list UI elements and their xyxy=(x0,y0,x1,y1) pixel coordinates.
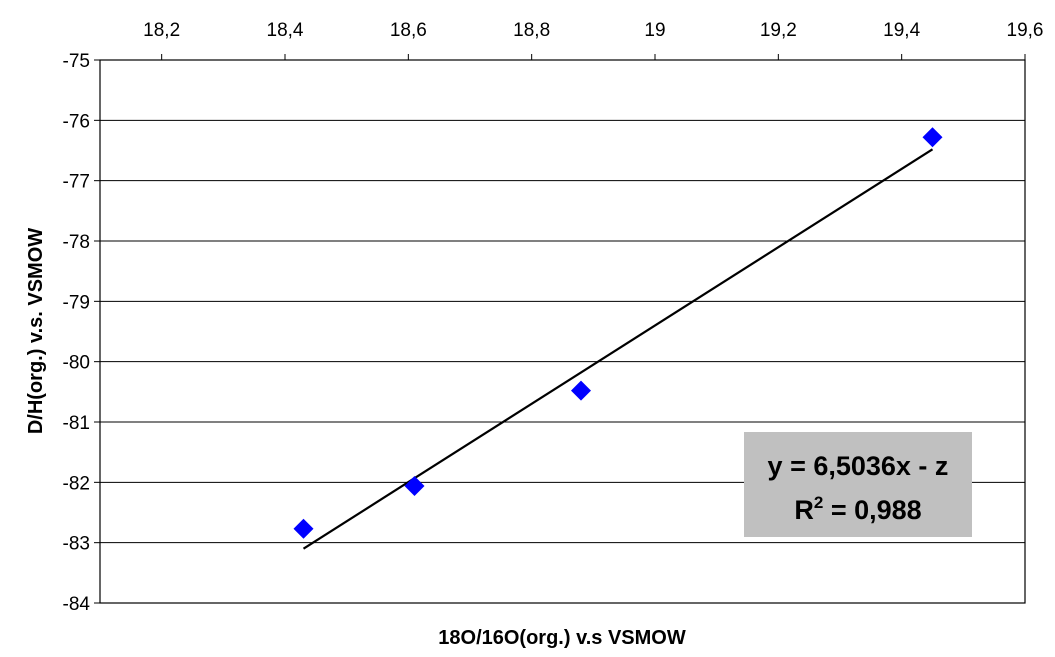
x-tick-label: 18,6 xyxy=(390,20,427,41)
r-squared-exponent: 2 xyxy=(814,493,823,512)
x-axis: 18,2 18,4 18,6 18,8 19 19,2 19,4 19,6 xyxy=(143,20,1043,60)
y-tick-label: -80 xyxy=(63,353,90,374)
y-tick-label: -77 xyxy=(63,172,90,193)
y-tick-label: -82 xyxy=(63,473,90,494)
plot-area xyxy=(99,59,1026,604)
y-tick-label: -81 xyxy=(63,413,90,434)
r-squared-symbol: R xyxy=(794,495,814,525)
y-tick-label: -78 xyxy=(63,232,90,253)
r-squared-text: R2 = 0,988 xyxy=(794,493,921,525)
y-tick-label: -75 xyxy=(63,51,90,72)
data-point xyxy=(922,127,943,148)
x-tick-label: 19,2 xyxy=(760,20,797,41)
y-axis: -75 -76 -77 -78 -79 -80 -81 -82 -83 -84 xyxy=(63,51,100,615)
x-tick-label: 19,6 xyxy=(1007,20,1044,41)
data-point xyxy=(571,380,591,401)
x-tick-label: 18,2 xyxy=(143,20,180,41)
y-tick-label: -83 xyxy=(63,534,90,555)
equation-text: y = 6,5036x - z xyxy=(768,451,949,481)
data-points xyxy=(293,127,943,539)
x-tick-label: 19,4 xyxy=(883,20,920,41)
y-tick-label: -76 xyxy=(63,111,90,132)
x-tick-label: 18,8 xyxy=(513,20,550,41)
x-tick-label: 19 xyxy=(644,20,665,41)
data-point xyxy=(293,518,314,539)
x-axis-title: 18O/16O(org.) v.s VSMOW xyxy=(438,627,686,649)
y-tick-label: -79 xyxy=(63,292,90,313)
r-squared-value: = 0,988 xyxy=(823,495,921,525)
y-axis-title: D/H(org.) v.s. VSMOW xyxy=(25,228,47,434)
annotation-background xyxy=(744,432,972,537)
data-point xyxy=(404,475,425,496)
x-tick-label: 18,4 xyxy=(267,20,304,41)
y-tick-label: -84 xyxy=(63,594,91,615)
regression-annotation: y = 6,5036x - z R2 = 0,988 xyxy=(744,432,972,537)
